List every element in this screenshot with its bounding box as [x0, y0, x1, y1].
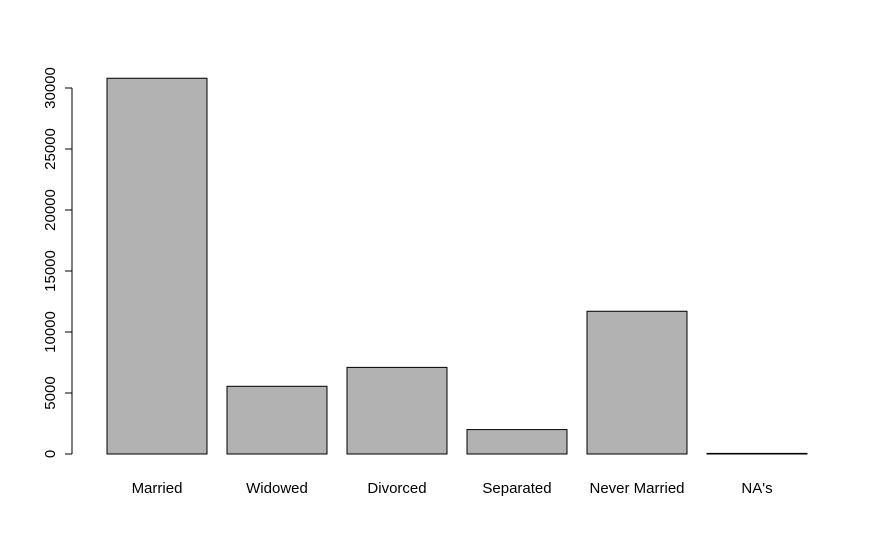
- category-label: Divorced: [367, 480, 426, 497]
- bar: [466, 429, 568, 455]
- y-tick-label: 0: [42, 450, 59, 458]
- bar: [706, 452, 808, 455]
- bar: [586, 310, 688, 455]
- bar: [226, 385, 328, 455]
- category-label: Separated: [482, 480, 551, 497]
- y-tick-label: 5000: [42, 376, 59, 409]
- y-tick-label: 30000: [42, 67, 59, 109]
- category-label: Married: [132, 480, 183, 497]
- y-tick-label: 15000: [42, 250, 59, 292]
- bar: [346, 366, 448, 455]
- y-tick-label: 10000: [42, 311, 59, 353]
- category-label: Never Married: [589, 480, 684, 497]
- y-tick-label: 20000: [42, 189, 59, 231]
- y-tick-label: 25000: [42, 128, 59, 170]
- category-label: NA's: [741, 480, 772, 497]
- category-label: Widowed: [246, 480, 308, 497]
- bar: [106, 77, 208, 455]
